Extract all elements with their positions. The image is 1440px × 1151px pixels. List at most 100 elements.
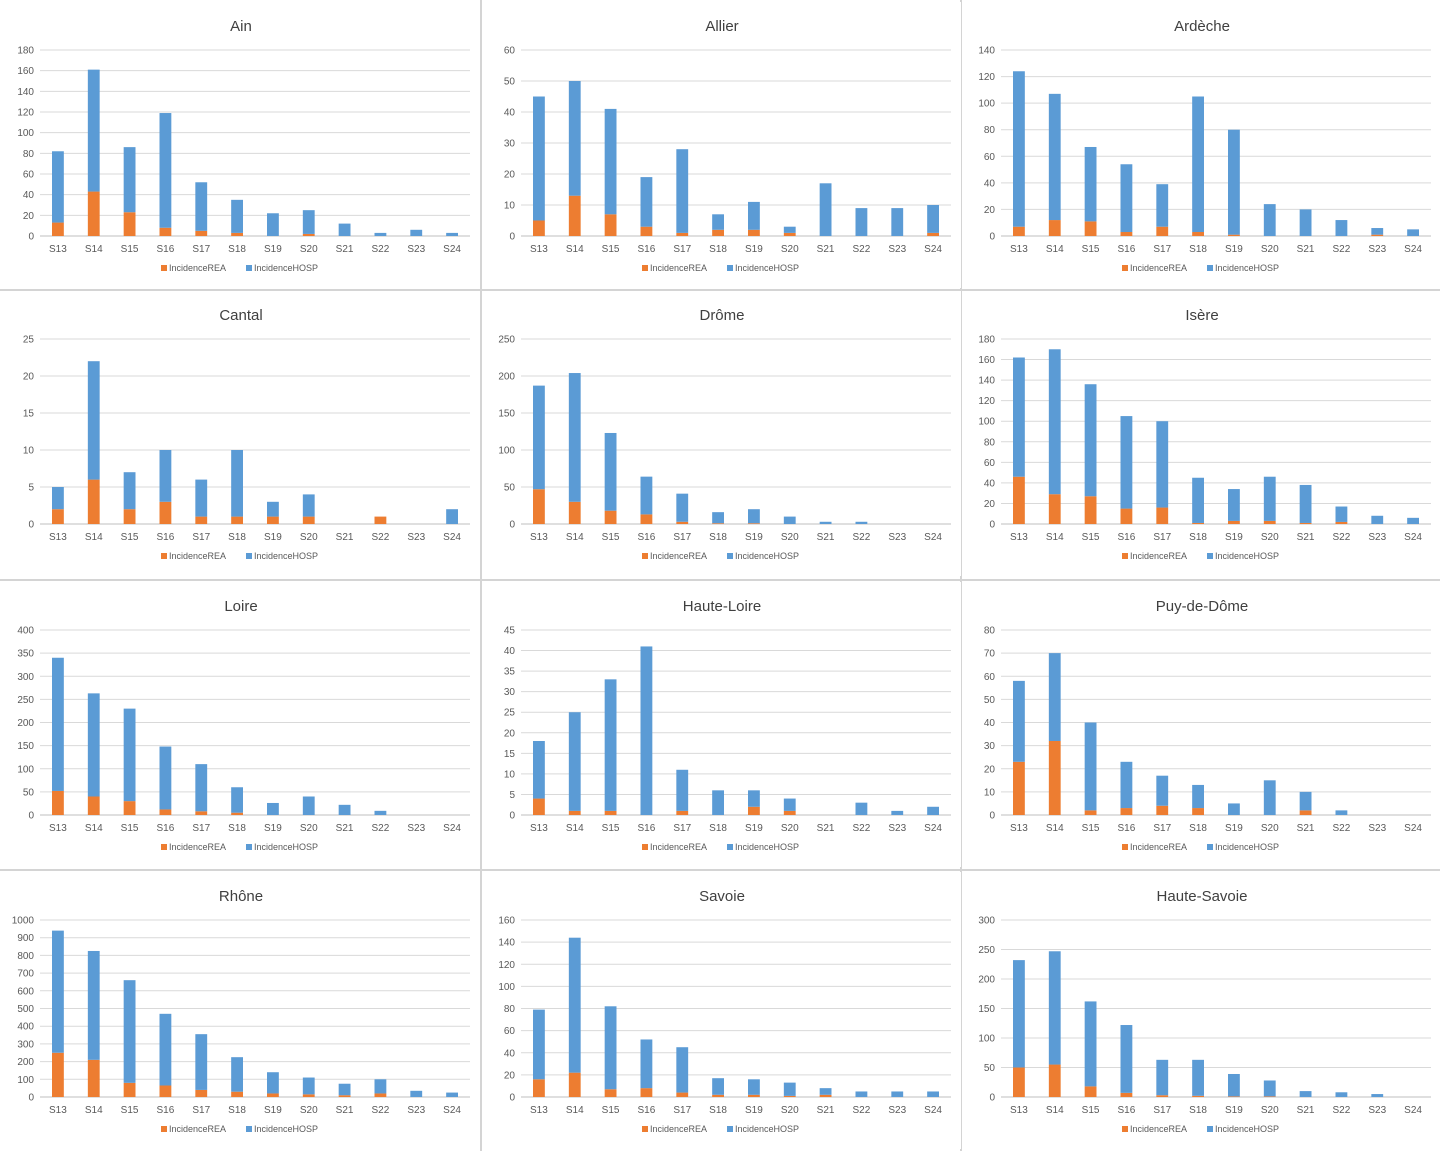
x-tick-label: S22 xyxy=(853,244,871,255)
bar-hosp-s17 xyxy=(195,479,208,517)
y-tick-label: 20 xyxy=(504,1070,516,1081)
bar-rea-s19 xyxy=(1228,520,1240,524)
bar-rea-s18 xyxy=(1192,808,1204,815)
bar-rea-s14 xyxy=(568,1072,581,1097)
x-tick-label: S22 xyxy=(372,1105,390,1116)
x-tick-label: S13 xyxy=(530,823,548,834)
y-tick-label: 100 xyxy=(498,446,515,457)
x-tick-label: S21 xyxy=(336,532,354,543)
x-tick-label: S13 xyxy=(1010,244,1028,255)
chart-svg: Isère 0 20 40 60 80 100 120 140 160 180 S13 S14 S15 S1… xyxy=(978,307,1431,561)
bar-rea-s16 xyxy=(640,1088,653,1097)
bar-rea-s20 xyxy=(783,1095,796,1097)
x-tick-label: S16 xyxy=(1118,244,1136,255)
bar-hosp-s15 xyxy=(604,108,617,215)
y-tick-label: 150 xyxy=(978,1004,995,1015)
bar-hosp-s22 xyxy=(374,232,387,236)
bar-hosp-s18 xyxy=(712,512,724,524)
bar-rea-s18 xyxy=(231,232,243,236)
legend: IncidenceREA IncidenceHOSP xyxy=(1122,842,1279,852)
chart-svg: Savoie 0 20 40 60 80 100 120 140 160 S13 S14 S15 S16 S… xyxy=(498,888,951,1134)
bar-rea-s14 xyxy=(1048,494,1061,524)
bar-hosp-s21 xyxy=(819,183,832,236)
bar-hosp-s16 xyxy=(1120,1025,1133,1093)
legend-swatch-rea xyxy=(161,553,167,559)
bar-hosp-s20 xyxy=(783,516,796,524)
x-tick-label: S21 xyxy=(336,1105,354,1116)
bar-rea-s19 xyxy=(748,229,760,236)
bar-hosp-s19 xyxy=(267,501,279,517)
bar-hosp-s17 xyxy=(195,182,208,231)
bar-rea-s20 xyxy=(783,232,796,236)
bar-rea-s19 xyxy=(1228,1096,1240,1097)
y-tick-label: 100 xyxy=(17,764,34,775)
bar-hosp-s16 xyxy=(159,746,172,810)
y-tick-label: 120 xyxy=(978,396,995,407)
x-tick-label: S23 xyxy=(888,244,906,255)
bar-hosp-s14 xyxy=(1048,653,1061,741)
bar-rea-s15 xyxy=(1084,221,1097,236)
legend-swatch-hosp xyxy=(246,265,252,271)
legend-swatch-hosp xyxy=(727,1126,733,1132)
bar-hosp-s23 xyxy=(1371,515,1384,524)
bar-rea-s18 xyxy=(231,812,243,815)
x-tick-label: S14 xyxy=(85,1105,103,1116)
legend-swatch-hosp xyxy=(246,1126,252,1132)
x-tick-label: S16 xyxy=(1118,1105,1136,1116)
bar-rea-s16 xyxy=(159,227,172,236)
y-tick-label: 0 xyxy=(509,1093,515,1104)
bar-rea-s14 xyxy=(87,1059,100,1097)
bar-rea-s20 xyxy=(302,516,315,524)
bar-hosp-s19 xyxy=(748,509,760,524)
bar-hosp-s24 xyxy=(927,205,939,233)
chart-svg: Drôme 0 50 100 150 200 250 S13 S14 S15 S16 S17 S18 S1… xyxy=(498,307,951,561)
chart-title: Cantal xyxy=(219,307,262,324)
bar-rea-s19 xyxy=(267,516,279,524)
x-tick-label: S14 xyxy=(1046,1105,1064,1116)
bar-rea-s19 xyxy=(748,806,760,815)
bar-rea-s18 xyxy=(712,523,724,524)
y-tick-label: 0 xyxy=(989,520,995,531)
y-tick-label: 10 xyxy=(984,787,996,798)
y-tick-label: 0 xyxy=(28,1093,34,1104)
bar-rea-s13 xyxy=(1013,1067,1025,1097)
x-tick-label: S21 xyxy=(1297,1105,1315,1116)
bar-rea-s16 xyxy=(640,514,653,524)
bar-rea-s23 xyxy=(1371,234,1384,236)
x-tick-label: S17 xyxy=(192,1105,210,1116)
chart-title: Ardèche xyxy=(1174,18,1230,35)
chart-title: Savoie xyxy=(699,888,745,905)
x-tick-label: S24 xyxy=(1404,244,1422,255)
bar-rea-s20 xyxy=(302,1094,315,1097)
bar-rea-s18 xyxy=(1192,1095,1204,1097)
legend-label-rea: IncidenceREA xyxy=(1130,263,1187,273)
bar-hosp-s13 xyxy=(52,151,64,223)
x-tick-label: S22 xyxy=(1333,244,1351,255)
x-tick-label: S24 xyxy=(1404,823,1422,834)
x-tick-label: S13 xyxy=(530,532,548,543)
bar-hosp-s22 xyxy=(855,521,868,524)
x-tick-label: S14 xyxy=(1046,244,1064,255)
bar-hosp-s22 xyxy=(855,1091,868,1097)
x-tick-label: S24 xyxy=(443,532,461,543)
bar-rea-s15 xyxy=(604,510,617,524)
x-tick-label: S15 xyxy=(1082,823,1100,834)
chart-svg: Ardèche 0 20 40 60 80 100 120 140 S13 S14 S15 S16 S17… xyxy=(978,18,1431,273)
x-tick-label: S22 xyxy=(372,532,390,543)
y-tick-label: 10 xyxy=(23,446,35,457)
x-tick-label: S14 xyxy=(1046,823,1064,834)
legend-swatch-hosp xyxy=(1207,265,1213,271)
bar-hosp-s16 xyxy=(1120,761,1133,809)
y-tick-label: 300 xyxy=(17,672,34,683)
bar-hosp-s21 xyxy=(819,521,832,524)
x-tick-label: S24 xyxy=(443,244,461,255)
x-tick-label: S15 xyxy=(602,1105,620,1116)
chart-svg: Ain 0 20 40 60 80 100 120 140 160 180 S13 S14 S15 S16 S… xyxy=(17,18,470,273)
y-tick-label: 100 xyxy=(978,99,995,110)
y-tick-label: 100 xyxy=(17,1075,34,1086)
chart-svg: Loire 0 50 100 150 200 250 300 350 400 S13 S14 S15 S1… xyxy=(17,598,470,852)
x-tick-label: S16 xyxy=(1118,532,1136,543)
bar-hosp-s14 xyxy=(568,937,581,1073)
legend-swatch-rea xyxy=(1122,553,1128,559)
bar-hosp-s15 xyxy=(604,679,617,811)
